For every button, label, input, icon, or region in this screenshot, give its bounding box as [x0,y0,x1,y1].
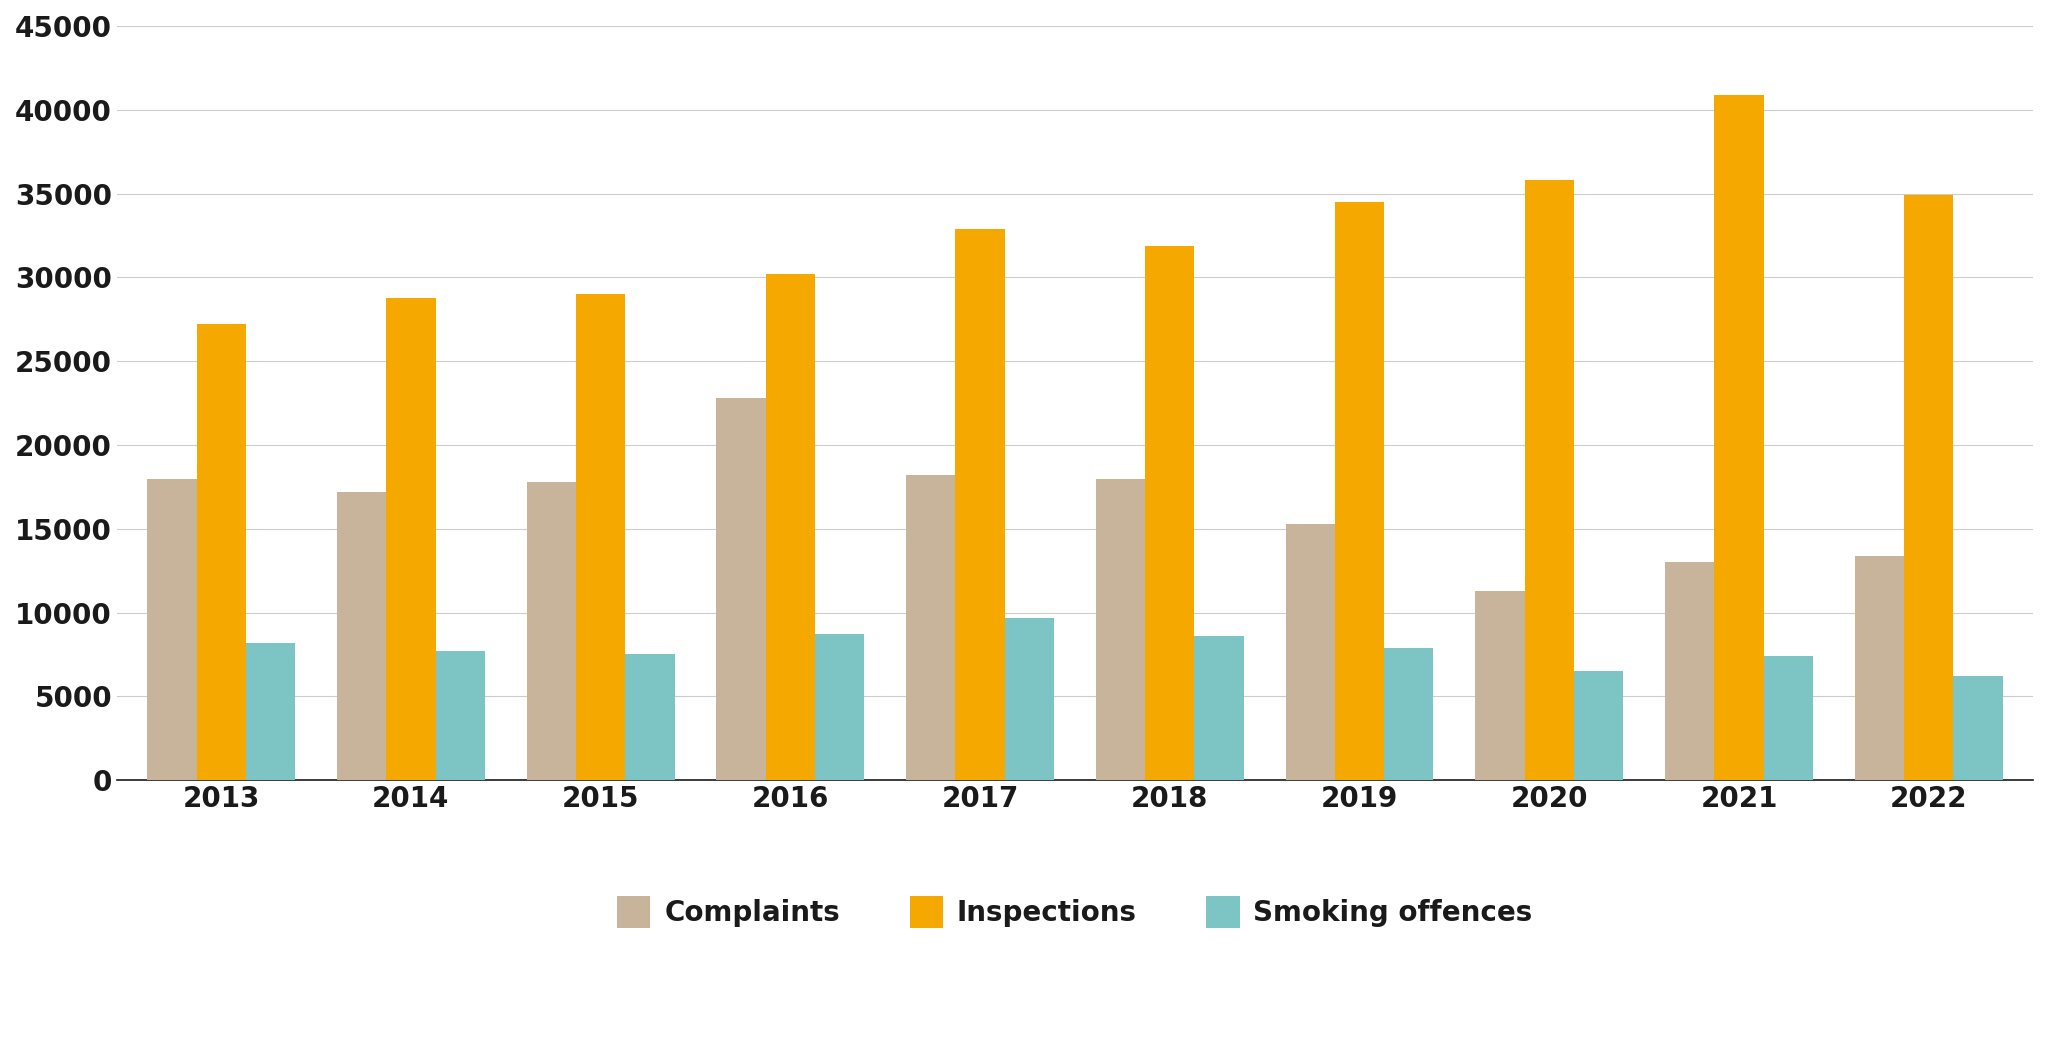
Bar [1954,676,2003,780]
Bar [1855,555,1905,780]
Bar [1475,590,1524,780]
Bar [575,295,625,780]
Bar [905,475,956,780]
Bar [625,655,674,780]
Bar [387,298,436,780]
Bar [1145,246,1194,780]
Bar [956,229,1006,780]
Bar [1905,195,1954,780]
Bar [766,275,815,780]
Bar [1384,647,1434,780]
Bar [1096,478,1145,780]
Legend: Complaints, Inspections, Smoking offences: Complaints, Inspections, Smoking offence… [606,885,1544,939]
Bar [147,478,197,780]
Bar [1006,618,1055,780]
Bar [526,482,575,780]
Bar [197,324,246,780]
Bar [1335,202,1384,780]
Bar [1763,656,1812,780]
Bar [436,652,485,780]
Bar [815,635,864,780]
Bar [1286,524,1335,780]
Bar [1573,672,1624,780]
Bar [1194,636,1243,780]
Bar [1714,95,1763,780]
Bar [246,643,295,780]
Bar [1524,181,1573,780]
Bar [338,492,387,780]
Bar [1665,562,1714,780]
Bar [717,398,766,780]
